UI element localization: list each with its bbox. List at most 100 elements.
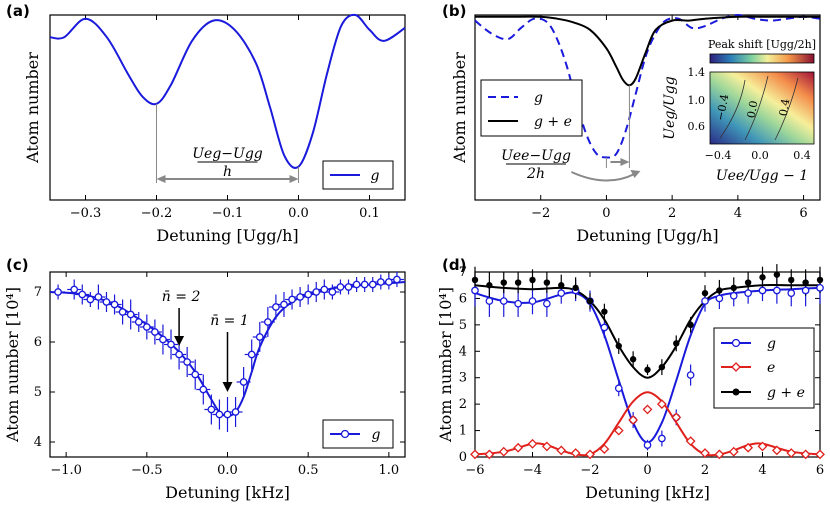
x-tick-label-b: 0 — [602, 206, 610, 221]
y-tick-label-c: 6 — [34, 335, 42, 350]
data-point-g-c — [175, 350, 183, 359]
data-point-e-d — [656, 399, 667, 410]
data-point-g-c — [94, 293, 103, 301]
y-tick-label-d: 0 — [459, 450, 467, 465]
data-point-g-plus-e-d — [644, 366, 651, 373]
data-point-g-c — [352, 280, 361, 289]
data-point-e-d — [484, 449, 495, 460]
x-tick-label-c: −1.0 — [50, 463, 82, 478]
data-point-g-d — [701, 297, 709, 305]
x-tick-label-d: −4 — [523, 463, 542, 478]
data-point-e-d — [714, 449, 725, 460]
y-axis-label-c: Atom number [10⁴] — [3, 287, 22, 443]
annotation-nbar-1-c: n̄ = 1 — [210, 313, 249, 329]
legend-label-g-d: g — [767, 336, 776, 352]
legend-label-g-b: g — [534, 90, 543, 106]
data-point-e-d — [570, 448, 581, 458]
data-point-g-c — [191, 370, 200, 379]
data-point-g-c — [272, 303, 280, 311]
data-point-g-c — [167, 340, 175, 349]
data-point-g-d — [514, 299, 522, 308]
data-point-g-c — [78, 290, 87, 299]
x-tick-label-c: 0.5 — [298, 463, 319, 478]
inset-x-tick-label-b: −0.4 — [705, 149, 732, 162]
x-axis-label-d: Detuning [kHz] — [585, 483, 710, 502]
x-tick-label-d: 0 — [643, 463, 651, 478]
data-point-e-d — [585, 449, 595, 460]
annotation-arrowhead-c — [174, 336, 185, 346]
annotation-denominator-b: 2h — [526, 166, 545, 182]
data-point-g-c — [159, 335, 167, 344]
data-point-g-plus-e-d — [716, 287, 723, 294]
data-point-g-plus-e-d — [601, 308, 608, 315]
data-point-g-plus-e-d — [730, 284, 737, 292]
data-point-g-d — [614, 384, 623, 393]
y-axis-label-d: Atom number [10⁴] — [436, 287, 455, 443]
data-point-g-c — [126, 310, 135, 319]
arrow-head-b — [620, 158, 630, 166]
panel-label-b: (b) — [442, 2, 466, 20]
data-point-g-plus-e-d — [759, 274, 766, 281]
legend-label-g-plus-e-b: g + e — [534, 114, 572, 130]
inset-y-tick-label-b: 1.4 — [688, 66, 706, 79]
inset-y-tick-label-b: 0.6 — [688, 120, 706, 133]
y-tick-label-d: 4 — [459, 344, 467, 359]
x-tick-label-d: 4 — [758, 463, 766, 478]
annotation-arrowhead-c — [222, 382, 233, 392]
data-point-g-c — [288, 295, 296, 304]
data-point-g-d — [787, 289, 796, 297]
data-point-g-d — [801, 286, 810, 295]
legend-label-g-a: g — [371, 168, 380, 184]
data-point-g-c — [239, 378, 248, 386]
annotation-numerator-b: Uee−Ugg — [501, 148, 571, 164]
data-point-g-c — [118, 308, 127, 316]
inset-title-b: Peak shift [Ugg/2h] — [708, 38, 816, 51]
legend-label-g-c: g — [372, 427, 381, 443]
data-point-g-plus-e-d — [701, 289, 709, 297]
inset-y-label-b: Ueg/Ugg — [662, 76, 678, 140]
data-point-g-plus-e-d — [744, 279, 752, 286]
legend-label-g-plus-e-d: g + e — [767, 385, 805, 401]
data-point-g-d — [600, 323, 609, 332]
legend-marker-g-plus-e-d — [732, 388, 740, 396]
data-point-g-d — [485, 297, 494, 305]
data-point-g-plus-e-d — [816, 276, 824, 284]
y-axis-label-b: Atom number — [450, 52, 469, 164]
data-point-g-plus-e-d — [802, 279, 809, 286]
data-point-g-c — [70, 285, 79, 294]
data-point-g-d — [557, 289, 566, 297]
data-point-g-c — [151, 328, 159, 336]
data-point-g-c — [110, 300, 119, 309]
data-point-e-d — [728, 446, 739, 457]
panel-label-a: (a) — [6, 2, 30, 20]
legend-b — [480, 79, 583, 137]
y-axis-label-a: Atom number — [23, 52, 42, 164]
y-tick-label-d: 7 — [459, 265, 467, 280]
data-point-g-c — [328, 288, 337, 296]
x-tick-label-c: 1.0 — [379, 463, 400, 478]
x-tick-label-b: 6 — [799, 206, 807, 221]
data-point-g-c — [336, 283, 345, 291]
x-tick-label-b: −2 — [531, 206, 550, 221]
data-point-e-d — [642, 404, 653, 415]
data-point-g-plus-e-d — [615, 342, 622, 350]
y-tick-label-c: 7 — [34, 285, 42, 300]
data-point-e-d — [786, 448, 797, 458]
y-tick-label-d: 3 — [459, 371, 467, 386]
data-point-e-d — [771, 445, 782, 456]
data-point-g-plus-e-d — [629, 356, 637, 363]
x-tick-label-d: 2 — [701, 463, 709, 478]
data-point-g-plus-e-d — [773, 271, 781, 278]
data-point-g-c — [312, 288, 321, 296]
data-point-e-d — [757, 441, 768, 452]
y-tick-label-d: 2 — [459, 397, 467, 412]
data-point-g-plus-e-d — [558, 282, 565, 289]
data-point-e-d — [700, 448, 710, 458]
data-point-g-plus-e-d — [687, 321, 694, 329]
data-point-g-c — [320, 285, 329, 294]
data-point-g-c — [280, 300, 288, 309]
data-point-g-d — [729, 291, 738, 300]
data-point-e-d — [800, 449, 811, 460]
data-point-g-c — [255, 333, 264, 341]
